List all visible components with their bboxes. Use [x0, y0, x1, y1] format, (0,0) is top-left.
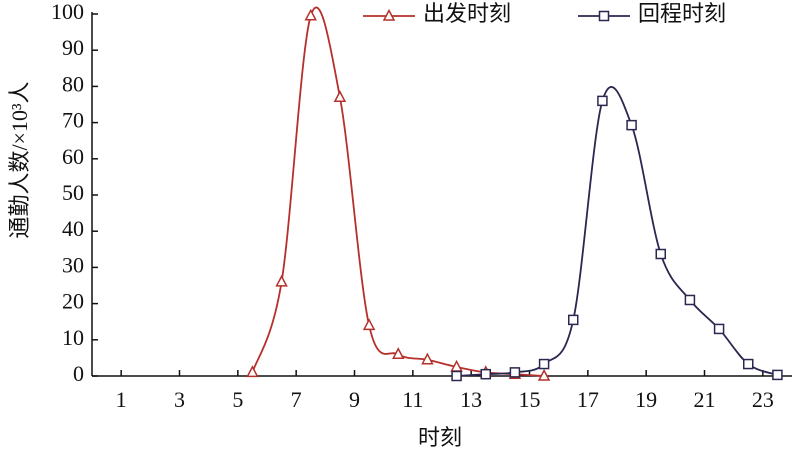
legend-label: 回程时刻 — [638, 1, 726, 26]
x-tick-label: 23 — [752, 387, 774, 412]
x-tick-label: 17 — [577, 387, 599, 412]
triangle-marker — [333, 90, 347, 103]
square-marker — [684, 294, 696, 306]
series-line — [456, 86, 778, 377]
x-tick-label: 11 — [402, 387, 423, 412]
square-marker — [713, 323, 725, 335]
square-marker — [538, 358, 550, 370]
square-marker — [626, 119, 637, 131]
triangle-marker — [304, 8, 317, 21]
x-tick-label: 7 — [291, 387, 302, 412]
y-tick-label: 0 — [73, 361, 84, 386]
y-axis-label: 通勤人数/×10³人 — [7, 81, 32, 238]
square-marker — [655, 248, 666, 260]
square-marker — [568, 314, 579, 326]
square-marker — [509, 367, 521, 378]
x-tick-label: 9 — [349, 387, 360, 412]
y-tick-label: 100 — [51, 0, 84, 24]
y-tick-label: 50 — [62, 180, 84, 205]
y-tick-label: 10 — [62, 325, 84, 350]
square-marker — [451, 370, 462, 382]
y-tick-label: 70 — [62, 108, 84, 133]
y-tick-label: 90 — [62, 35, 84, 60]
x-tick-label: 3 — [174, 387, 185, 412]
x-tick-label: 5 — [232, 387, 243, 412]
triangle-marker — [537, 368, 551, 381]
square-marker — [598, 10, 610, 22]
triangle-marker — [382, 8, 396, 21]
square-marker — [772, 369, 783, 381]
triangle-marker — [362, 318, 376, 331]
y-tick-label: 40 — [62, 216, 84, 241]
x-axis-label: 时刻 — [418, 425, 462, 450]
y-tick-label: 60 — [62, 144, 84, 169]
triangle-marker — [275, 274, 288, 287]
square-marker — [480, 368, 491, 380]
triangle-marker — [392, 347, 405, 360]
legend-label: 出发时刻 — [423, 1, 511, 26]
x-tick-label: 1 — [116, 387, 127, 412]
x-tick-label: 19 — [635, 387, 657, 412]
x-tick-label: 21 — [694, 387, 716, 412]
x-tick-label: 15 — [519, 387, 541, 412]
y-tick-label: 80 — [62, 71, 84, 96]
triangle-marker — [246, 365, 259, 378]
y-tick-label: 30 — [62, 252, 84, 277]
y-tick-label: 20 — [62, 289, 84, 314]
x-tick-label: 13 — [460, 387, 482, 412]
triangle-marker — [421, 352, 434, 365]
square-marker — [597, 95, 608, 107]
square-marker — [743, 358, 754, 370]
series-line — [251, 6, 545, 377]
